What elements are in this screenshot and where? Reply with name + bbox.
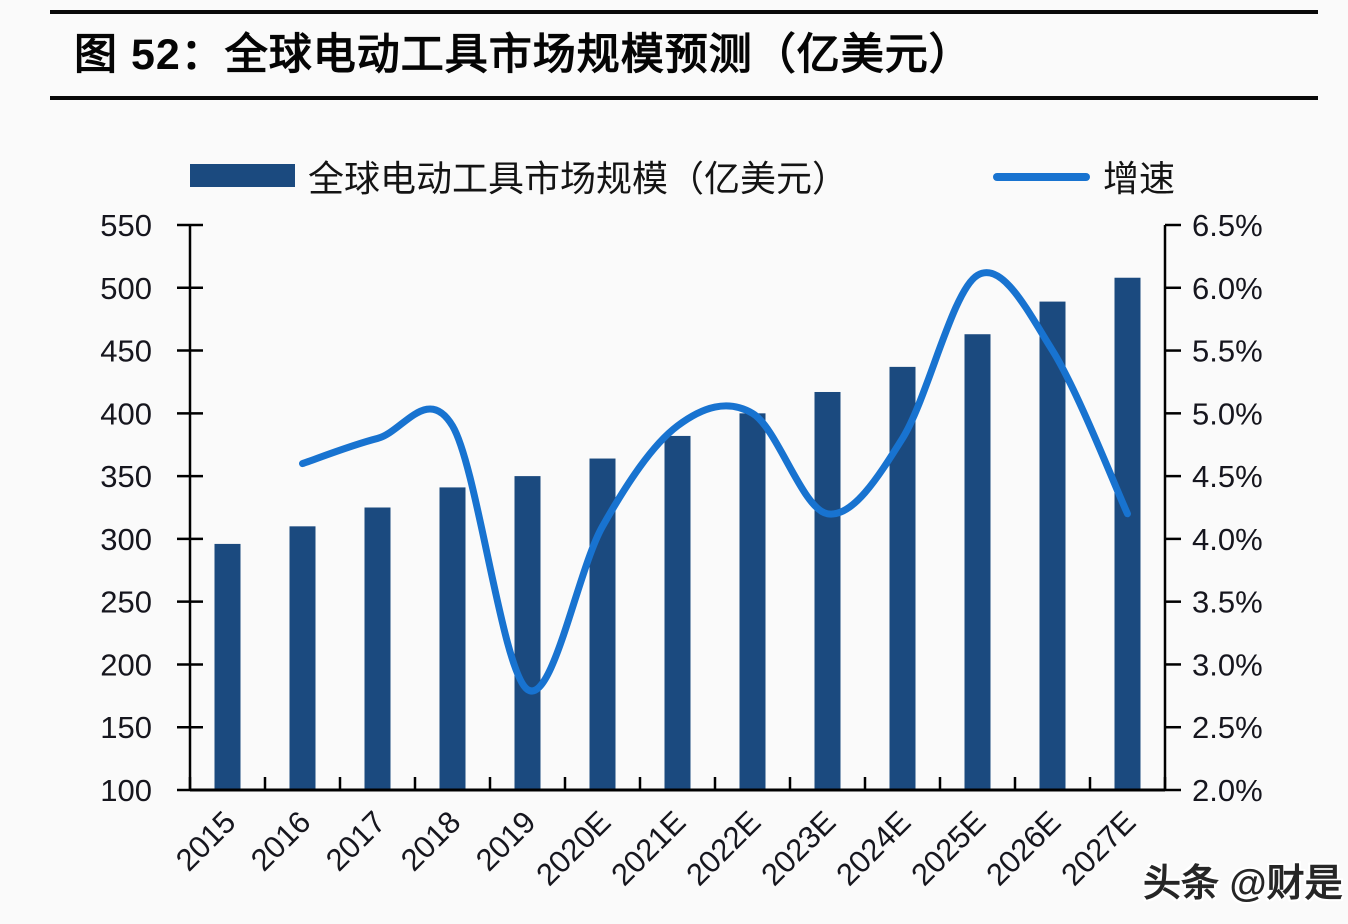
right-tick-label: 6.0% <box>1192 271 1263 306</box>
bar-2016 <box>289 526 316 790</box>
right-tick-label: 3.5% <box>1192 585 1263 620</box>
bar-2017 <box>364 507 391 790</box>
left-tick-label: 250 <box>100 585 152 620</box>
left-tick-label: 200 <box>100 647 152 682</box>
bar-2021E <box>664 435 691 790</box>
title-top-rule <box>50 10 1318 14</box>
x-label-2022E: 2022E <box>679 804 767 892</box>
bar-2027E <box>1114 277 1141 790</box>
right-tick-label: 4.5% <box>1192 459 1263 494</box>
x-label-2023E: 2023E <box>754 804 842 892</box>
right-tick-label: 2.5% <box>1192 710 1263 745</box>
right-tick-label: 4.0% <box>1192 522 1263 557</box>
legend-line-label: 增速 <box>1103 158 1176 199</box>
x-label-2021E: 2021E <box>604 804 692 892</box>
bar-2026E <box>1039 301 1066 790</box>
x-label-2027E: 2027E <box>1054 804 1142 892</box>
left-tick-label: 300 <box>100 522 152 557</box>
left-tick-label: 400 <box>100 396 152 431</box>
x-label-2016: 2016 <box>244 804 318 878</box>
right-tick-label: 6.5% <box>1192 208 1263 243</box>
legend-bar-swatch <box>190 164 295 187</box>
bar-2019 <box>514 476 541 790</box>
right-tick-label: 5.0% <box>1192 396 1263 431</box>
bar-2023E <box>814 391 841 790</box>
left-tick-label: 500 <box>100 271 152 306</box>
chart-legend: 全球电动工具市场规模（亿美元） 增速 <box>0 142 1348 202</box>
growth-line <box>299 269 1131 695</box>
left-tick-label: 150 <box>100 710 152 745</box>
right-tick-label: 3.0% <box>1192 647 1263 682</box>
figure-title: 图 52：全球电动工具市场规模预测（亿美元） <box>74 31 973 79</box>
x-label-2015: 2015 <box>169 804 243 878</box>
left-tick-label: 100 <box>100 773 152 808</box>
bar-2024E <box>889 366 916 790</box>
x-label-2017: 2017 <box>319 804 393 878</box>
title-bottom-rule <box>50 96 1318 100</box>
bar-2015 <box>214 543 241 790</box>
x-label-2024E: 2024E <box>829 804 917 892</box>
left-tick-label: 450 <box>100 334 152 369</box>
bar-2025E <box>964 334 991 790</box>
legend-line-swatch <box>993 173 1090 181</box>
legend-bar-label: 全球电动工具市场规模（亿美元） <box>308 158 849 199</box>
x-label-2018: 2018 <box>394 804 468 878</box>
x-label-2020E: 2020E <box>529 804 617 892</box>
right-tick-label: 2.0% <box>1192 773 1263 808</box>
watermark: 头条 @财是 <box>1143 863 1343 905</box>
left-tick-label: 550 <box>100 208 152 243</box>
x-label-2025E: 2025E <box>904 804 992 892</box>
right-tick-label: 5.5% <box>1192 334 1263 369</box>
bar-2022E <box>739 413 766 790</box>
x-label-2026E: 2026E <box>979 804 1067 892</box>
left-tick-label: 350 <box>100 459 152 494</box>
bar-2018 <box>439 487 466 790</box>
